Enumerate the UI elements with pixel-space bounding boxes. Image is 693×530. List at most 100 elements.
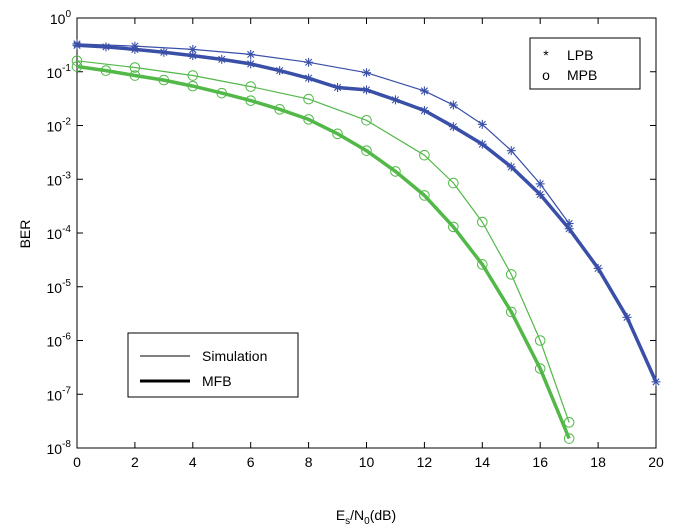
x-tick-label: 12 bbox=[417, 454, 433, 470]
x-tick-label: 18 bbox=[590, 454, 606, 470]
data-point-circle bbox=[303, 114, 314, 125]
data-point-star bbox=[477, 139, 487, 149]
data-point-star bbox=[130, 44, 140, 54]
data-point-circle bbox=[100, 65, 112, 76]
x-tick-label: 10 bbox=[359, 454, 375, 470]
data-point-circle bbox=[563, 433, 575, 444]
y-tick-label: 10-1 bbox=[47, 63, 72, 81]
data-point-star bbox=[622, 312, 632, 322]
x-tick-label: 14 bbox=[475, 454, 491, 470]
data-point-circle bbox=[158, 74, 170, 86]
data-point-star bbox=[333, 82, 343, 92]
series-layer bbox=[71, 39, 661, 444]
y-tick-label: 10-3 bbox=[47, 170, 72, 188]
data-point-circle bbox=[216, 87, 228, 99]
y-tick-labels: 100 10-1 10-2 10-3 10-4 10-5 10-6 10-7 1… bbox=[47, 9, 72, 457]
data-point-star bbox=[362, 68, 371, 78]
data-point-star bbox=[564, 224, 574, 234]
data-point-circle bbox=[563, 417, 575, 428]
data-point-star bbox=[217, 54, 227, 64]
legend-label-lpb: LPB bbox=[567, 47, 593, 63]
data-point-circle bbox=[477, 259, 488, 270]
data-point-circle bbox=[361, 114, 372, 126]
marker-legend: * LPB o MPB bbox=[529, 37, 641, 90]
data-point-circle bbox=[448, 221, 459, 233]
y-tick-label: 10-6 bbox=[47, 332, 72, 350]
data-point-star bbox=[362, 85, 371, 95]
data-point-circle bbox=[71, 55, 83, 67]
data-point-star bbox=[101, 42, 111, 52]
data-point-star bbox=[159, 47, 169, 57]
data-point-star bbox=[72, 40, 82, 50]
data-point-circle bbox=[245, 95, 256, 106]
data-point-circle bbox=[505, 269, 517, 280]
data-point-star bbox=[188, 51, 198, 61]
series-line bbox=[76, 43, 570, 224]
data-point-circle bbox=[477, 216, 488, 228]
y-tick-label: 10-2 bbox=[47, 117, 72, 135]
data-point-star bbox=[506, 162, 516, 172]
y-tick-label: 10-5 bbox=[47, 278, 72, 296]
data-point-star bbox=[535, 190, 545, 200]
data-point-star bbox=[419, 86, 429, 96]
x-axis-title: Es/N0(dB) bbox=[336, 507, 396, 527]
line-legend-box bbox=[127, 332, 299, 398]
data-point-circle bbox=[361, 145, 372, 156]
series-mpb-bound bbox=[71, 61, 575, 444]
y-tick-label: 10-4 bbox=[47, 224, 72, 242]
data-point-circle bbox=[71, 61, 83, 72]
data-point-star bbox=[275, 66, 285, 76]
data-point-star bbox=[535, 179, 545, 189]
data-point-circle bbox=[534, 335, 546, 346]
data-point-circle bbox=[390, 166, 401, 177]
data-point-circle bbox=[419, 190, 430, 201]
x-tick-label: 2 bbox=[131, 454, 139, 470]
x-tick-marks bbox=[76, 18, 657, 448]
data-point-star bbox=[304, 73, 314, 83]
x-tick-label: 8 bbox=[305, 454, 313, 470]
x-tick-label: 20 bbox=[648, 454, 664, 470]
data-point-star bbox=[506, 146, 516, 156]
data-point-circle bbox=[129, 70, 141, 81]
series-line bbox=[76, 60, 570, 423]
x-tick-labels: 0 2 4 6 8 10 12 14 16 18 20 bbox=[73, 454, 664, 470]
y-tick-label: 10-8 bbox=[47, 439, 72, 457]
x-tick-label: 4 bbox=[189, 454, 197, 470]
data-point-star bbox=[304, 57, 314, 67]
data-point-circle bbox=[129, 62, 141, 73]
data-point-star bbox=[477, 119, 487, 129]
legend-label-mpb: MPB bbox=[567, 67, 597, 83]
data-point-circle bbox=[534, 363, 546, 374]
data-point-circle bbox=[245, 81, 256, 92]
series-lpb-bound bbox=[72, 40, 661, 387]
data-point-circle bbox=[274, 104, 285, 115]
x-tick-label: 6 bbox=[247, 454, 255, 470]
x-tick-label: 16 bbox=[532, 454, 548, 470]
data-point-star bbox=[390, 95, 400, 105]
y-tick-label: 10-7 bbox=[47, 385, 72, 403]
data-point-circle bbox=[303, 93, 314, 105]
y-tick-marks bbox=[77, 17, 656, 449]
data-point-circle bbox=[448, 177, 459, 189]
data-point-circle bbox=[332, 128, 343, 140]
data-point-star bbox=[419, 106, 429, 116]
y-tick-label: 100 bbox=[50, 9, 72, 27]
legend-circle-symbol: o bbox=[542, 67, 550, 83]
data-point-star bbox=[593, 263, 603, 273]
data-point-circle bbox=[505, 306, 517, 318]
data-point-star bbox=[448, 122, 458, 132]
data-point-star bbox=[246, 49, 256, 59]
y-axis-title: BER bbox=[17, 220, 33, 249]
legend-star-symbol: * bbox=[543, 47, 549, 63]
data-point-star bbox=[651, 377, 661, 387]
x-tick-label: 0 bbox=[73, 454, 81, 470]
legend-label-mfb: MFB bbox=[202, 373, 232, 389]
line-legend: Simulation MFB bbox=[127, 332, 299, 398]
legend-label-simulation: Simulation bbox=[202, 348, 267, 364]
data-point-circle bbox=[187, 80, 199, 92]
data-point-circle bbox=[187, 70, 199, 81]
data-point-star bbox=[448, 100, 458, 110]
data-point-circle bbox=[419, 149, 430, 161]
data-point-star bbox=[246, 59, 256, 69]
